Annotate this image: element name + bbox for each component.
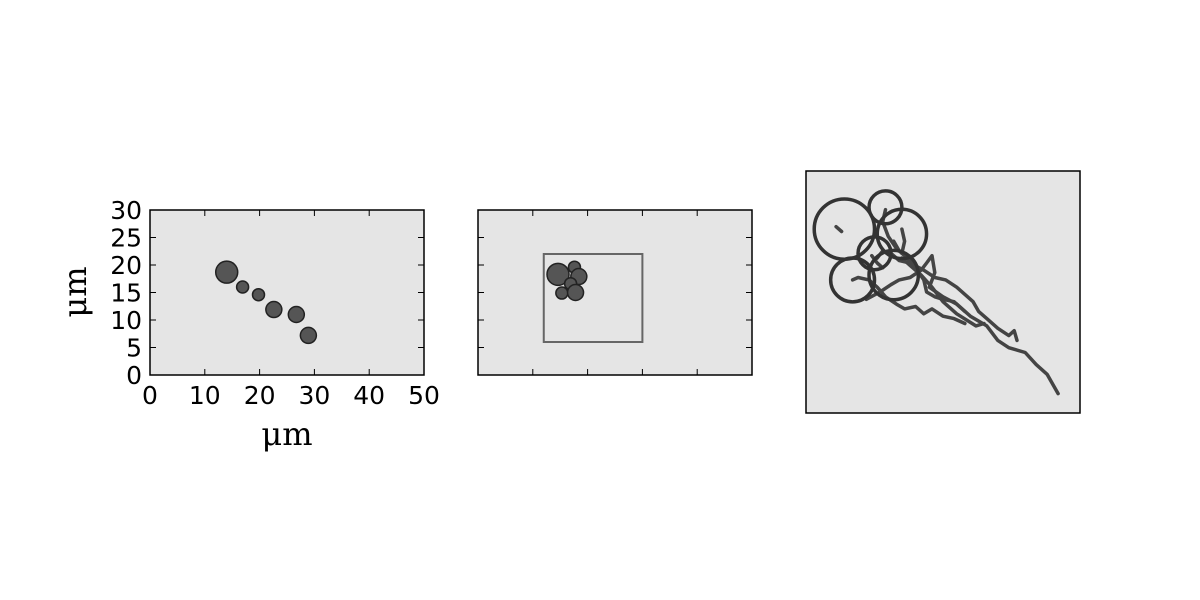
data-point <box>555 286 569 300</box>
y-tick-label: 30 <box>110 196 142 225</box>
cell-outline <box>856 235 893 272</box>
x-tick-label: 20 <box>244 381 276 410</box>
y-tick-label: 0 <box>126 361 142 390</box>
data-point <box>251 287 266 302</box>
x-tick-label: 40 <box>353 381 385 410</box>
panel-2-ticks <box>477 209 753 376</box>
cell-outline <box>867 248 921 302</box>
cell-track <box>891 239 967 314</box>
data-point <box>299 326 318 345</box>
x-axis-label: μm <box>261 415 312 453</box>
data-point <box>566 283 585 302</box>
data-point <box>546 262 570 287</box>
panel-1-frame <box>149 209 425 376</box>
data-point <box>287 305 306 324</box>
panel-1-markers <box>214 260 318 345</box>
x-tick-label: 10 <box>189 381 221 410</box>
data-point <box>214 260 239 284</box>
x-tick-label: 0 <box>142 381 158 410</box>
panel-1-background <box>150 210 424 375</box>
y-axis-label: μm <box>56 266 94 317</box>
cell-track <box>900 227 907 256</box>
x-tick-label: 30 <box>298 381 330 410</box>
roi-box <box>542 253 644 343</box>
panel-2-frame <box>477 209 753 376</box>
panel-2-background <box>478 210 752 375</box>
panel-3-cells <box>812 189 929 304</box>
cell-track <box>900 256 986 328</box>
cell-outline <box>828 256 877 304</box>
cell-outline <box>875 207 929 261</box>
data-point <box>235 280 250 294</box>
panel-3-frame <box>805 170 1081 414</box>
cell-track <box>834 224 844 234</box>
panel-3-background <box>806 171 1080 413</box>
data-point <box>265 300 283 319</box>
y-tick-label: 25 <box>110 224 142 253</box>
panel-3 <box>805 170 1081 414</box>
y-tick-label: 20 <box>110 251 142 280</box>
y-tick-label: 5 <box>126 334 142 363</box>
panel-2 <box>477 209 753 376</box>
x-tick-label: 50 <box>408 381 440 410</box>
panel-2-markers <box>546 260 588 302</box>
y-tick-label: 10 <box>110 306 142 335</box>
cell-outline <box>867 189 904 226</box>
y-tick-label: 15 <box>110 279 142 308</box>
